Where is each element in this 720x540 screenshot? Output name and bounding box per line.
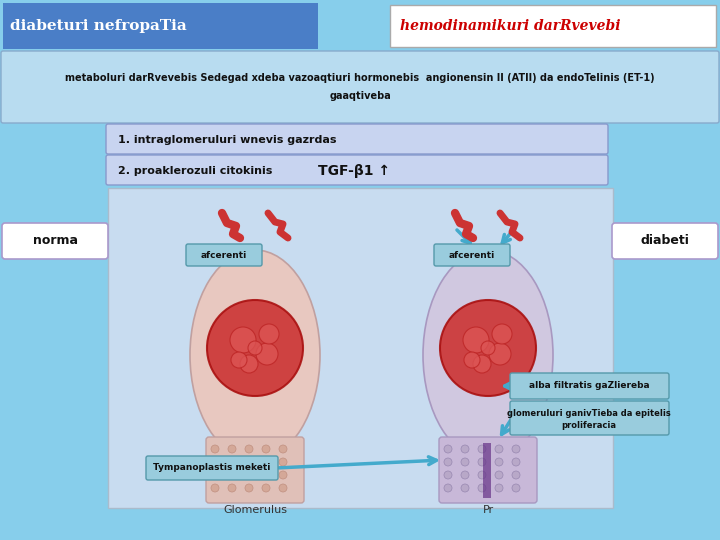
Circle shape bbox=[478, 445, 486, 453]
Text: norma: norma bbox=[32, 234, 78, 247]
Text: alba filtratis gaZliereba: alba filtratis gaZliereba bbox=[528, 381, 649, 390]
Circle shape bbox=[211, 445, 219, 453]
Circle shape bbox=[211, 484, 219, 492]
FancyBboxPatch shape bbox=[2, 223, 108, 259]
Text: 2. proaklerozuli citokinis: 2. proaklerozuli citokinis bbox=[118, 166, 276, 176]
Circle shape bbox=[262, 458, 270, 466]
Circle shape bbox=[256, 343, 278, 365]
Text: diabeturi nefropaTia: diabeturi nefropaTia bbox=[10, 19, 186, 33]
Circle shape bbox=[279, 484, 287, 492]
Circle shape bbox=[461, 484, 469, 492]
Text: hemodinamikuri darRvevebi: hemodinamikuri darRvevebi bbox=[400, 19, 621, 33]
Circle shape bbox=[440, 300, 536, 396]
Text: afcerenti: afcerenti bbox=[201, 251, 247, 260]
Circle shape bbox=[461, 458, 469, 466]
FancyBboxPatch shape bbox=[510, 401, 669, 435]
Circle shape bbox=[211, 458, 219, 466]
Circle shape bbox=[444, 471, 452, 479]
Circle shape bbox=[245, 458, 253, 466]
FancyBboxPatch shape bbox=[390, 5, 716, 47]
Circle shape bbox=[512, 445, 520, 453]
Text: Glomerulus: Glomerulus bbox=[223, 505, 287, 515]
Circle shape bbox=[478, 484, 486, 492]
FancyBboxPatch shape bbox=[439, 437, 537, 503]
Text: Pr: Pr bbox=[482, 505, 494, 515]
Circle shape bbox=[464, 352, 480, 368]
Circle shape bbox=[262, 484, 270, 492]
Circle shape bbox=[512, 471, 520, 479]
FancyBboxPatch shape bbox=[106, 155, 608, 185]
Circle shape bbox=[228, 484, 236, 492]
FancyBboxPatch shape bbox=[186, 244, 262, 266]
Circle shape bbox=[461, 471, 469, 479]
Bar bbox=[108, 188, 613, 508]
Circle shape bbox=[489, 343, 511, 365]
Circle shape bbox=[240, 355, 258, 373]
Circle shape bbox=[512, 484, 520, 492]
Circle shape bbox=[207, 300, 303, 396]
Circle shape bbox=[279, 471, 287, 479]
Text: glomeruluri ganivTieba da epitelis: glomeruluri ganivTieba da epitelis bbox=[507, 408, 671, 417]
Circle shape bbox=[512, 458, 520, 466]
Circle shape bbox=[279, 458, 287, 466]
Text: metaboluri darRvevebis Sedegad xdeba vazoaqtiuri hormonebis  angionensin II (ATI: metaboluri darRvevebis Sedegad xdeba vaz… bbox=[66, 73, 654, 83]
Circle shape bbox=[262, 471, 270, 479]
Circle shape bbox=[481, 341, 495, 355]
FancyBboxPatch shape bbox=[146, 456, 278, 480]
Circle shape bbox=[228, 471, 236, 479]
Circle shape bbox=[279, 445, 287, 453]
FancyBboxPatch shape bbox=[510, 373, 669, 399]
Circle shape bbox=[444, 458, 452, 466]
Text: 1. intraglomeruluri wnevis gazrdas: 1. intraglomeruluri wnevis gazrdas bbox=[118, 135, 336, 145]
Circle shape bbox=[473, 355, 491, 373]
Circle shape bbox=[495, 471, 503, 479]
Circle shape bbox=[463, 327, 489, 353]
Circle shape bbox=[245, 445, 253, 453]
Circle shape bbox=[248, 341, 262, 355]
Circle shape bbox=[495, 484, 503, 492]
Ellipse shape bbox=[190, 250, 320, 460]
Ellipse shape bbox=[423, 250, 553, 460]
Circle shape bbox=[495, 445, 503, 453]
Circle shape bbox=[259, 324, 279, 344]
Circle shape bbox=[211, 471, 219, 479]
Circle shape bbox=[492, 324, 512, 344]
Circle shape bbox=[230, 327, 256, 353]
Bar bbox=[483, 443, 491, 498]
Text: diabeti: diabeti bbox=[641, 234, 690, 247]
FancyBboxPatch shape bbox=[1, 51, 719, 123]
Circle shape bbox=[444, 445, 452, 453]
Text: afcerenti: afcerenti bbox=[449, 251, 495, 260]
Circle shape bbox=[262, 445, 270, 453]
Text: proliferacia: proliferacia bbox=[562, 421, 616, 429]
FancyBboxPatch shape bbox=[106, 124, 608, 154]
FancyBboxPatch shape bbox=[612, 223, 718, 259]
Circle shape bbox=[444, 484, 452, 492]
Circle shape bbox=[478, 471, 486, 479]
Circle shape bbox=[478, 458, 486, 466]
FancyBboxPatch shape bbox=[3, 3, 318, 49]
Circle shape bbox=[245, 471, 253, 479]
Circle shape bbox=[461, 445, 469, 453]
Circle shape bbox=[495, 458, 503, 466]
Text: Tympanoplastis meketi: Tympanoplastis meketi bbox=[153, 463, 271, 472]
FancyBboxPatch shape bbox=[206, 437, 304, 503]
Circle shape bbox=[231, 352, 247, 368]
Text: TGF-β1 ↑: TGF-β1 ↑ bbox=[318, 164, 390, 178]
Text: gaaqtiveba: gaaqtiveba bbox=[329, 91, 391, 101]
Circle shape bbox=[245, 484, 253, 492]
Circle shape bbox=[228, 458, 236, 466]
Circle shape bbox=[228, 445, 236, 453]
FancyBboxPatch shape bbox=[434, 244, 510, 266]
